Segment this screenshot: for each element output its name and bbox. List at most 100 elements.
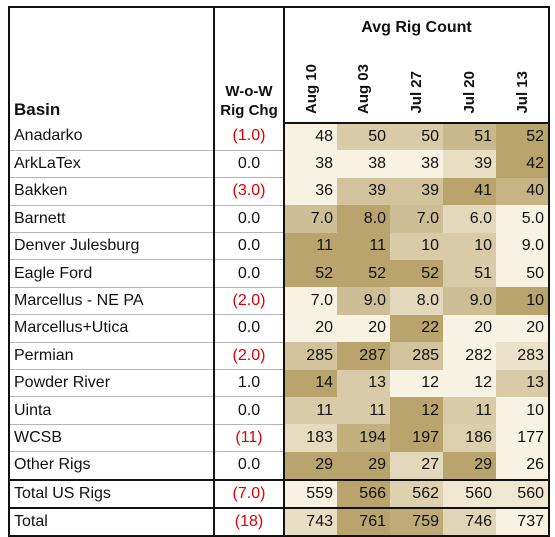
- rig-count-cell: 11: [337, 396, 390, 425]
- rig-count-cell: 40: [496, 177, 550, 206]
- rig-count-cell: 11: [284, 396, 337, 425]
- rig-count-cell: 743: [284, 506, 337, 537]
- rig-count-cell: 52: [284, 259, 337, 288]
- rig-count-cell: 8.0: [390, 287, 443, 315]
- rig-count-cell: 14: [284, 369, 337, 397]
- date-header-label: Aug 10: [302, 63, 320, 114]
- rig-count-cell: 9.0: [443, 287, 496, 315]
- rig-count-cell: 20: [284, 314, 337, 343]
- table-row: Total (18) 743 761 759 746 737: [8, 506, 550, 537]
- wow-change-cell: (18): [214, 506, 285, 537]
- table-body: Anadarko (1.0) 48 50 50 51 52 ArkLaTex 0.0 38 38 38…: [8, 123, 550, 537]
- rig-count-cell: 52: [496, 123, 550, 151]
- rig-count-cell: 5.0: [496, 205, 550, 233]
- rig-count-cell: 560: [496, 478, 550, 508]
- date-header-label: Jul 20: [461, 71, 478, 114]
- basin-cell: WCSB: [8, 424, 215, 453]
- rig-count-cell: 759: [390, 506, 443, 537]
- rig-count-cell: 12: [390, 396, 443, 425]
- rig-count-cell: 29: [284, 451, 337, 480]
- rig-count-cell: 7.0: [390, 205, 443, 233]
- rig-count-cell: 10: [443, 232, 496, 260]
- rig-count-cell: 761: [337, 506, 390, 537]
- basin-header: Basin: [8, 6, 215, 123]
- wow-header-line2: Rig Chg: [220, 102, 278, 119]
- basin-cell: Permian: [8, 342, 215, 371]
- rig-count-cell: 746: [443, 506, 496, 537]
- rig-count-cell: 8.0: [337, 205, 390, 233]
- rig-count-cell: 9.0: [496, 232, 550, 260]
- rig-count-cell: 52: [390, 259, 443, 288]
- table-row: Marcellus+Utica 0.0 20 20 22 20 20: [8, 314, 550, 343]
- table-row: WCSB (11) 183 194 197 186 177: [8, 424, 550, 453]
- rig-count-cell: 177: [496, 424, 550, 452]
- basin-cell: Denver Julesburg: [8, 232, 215, 261]
- rig-count-cell: 283: [496, 342, 550, 370]
- rig-count-cell: 27: [390, 451, 443, 480]
- table-row: Denver Julesburg 0.0 11 11 10 10 9.0: [8, 232, 550, 261]
- wow-change-cell: 0.0: [214, 259, 285, 288]
- wow-change-cell: 0.0: [214, 396, 285, 425]
- rig-count-cell: 20: [496, 314, 550, 343]
- rig-count-cell: 39: [337, 177, 390, 206]
- rig-count-cell: 38: [390, 150, 443, 178]
- rig-count-cell: 560: [443, 478, 496, 508]
- chart-title: Avg Rig Count: [283, 6, 550, 48]
- rig-count-table: Basin W-o-W Rig Chg Avg Rig Count Aug 10…: [8, 6, 550, 537]
- rig-count-cell: 11: [284, 232, 337, 260]
- rig-count-cell: 11: [443, 396, 496, 425]
- basin-cell: Other Rigs: [8, 451, 215, 481]
- basin-cell: Bakken: [8, 177, 215, 206]
- rig-count-cell: 287: [337, 342, 390, 370]
- rig-count-cell: 22: [390, 314, 443, 343]
- rig-count-cell: 50: [390, 123, 443, 151]
- table-row: Bakken (3.0) 36 39 39 41 40: [8, 177, 550, 206]
- table-row: Barnett 0.0 7.0 8.0 7.0 6.0 5.0: [8, 205, 550, 234]
- wow-change-cell: (2.0): [214, 342, 285, 371]
- rig-count-cell: 282: [443, 342, 496, 370]
- rig-count-cell: 41: [443, 177, 496, 206]
- table-row: Eagle Ford 0.0 52 52 52 51 50: [8, 259, 550, 288]
- rig-count-cell: 13: [337, 369, 390, 397]
- table-row: Other Rigs 0.0 29 29 27 29 26: [8, 451, 550, 481]
- rig-count-cell: 42: [496, 150, 550, 178]
- date-header: Jul 27: [390, 48, 443, 124]
- wow-change-cell: 0.0: [214, 314, 285, 343]
- wow-header: W-o-W Rig Chg: [214, 6, 285, 123]
- rig-count-cell: 39: [443, 150, 496, 178]
- basin-cell: Anadarko: [8, 123, 215, 151]
- rig-count-cell: 285: [390, 342, 443, 370]
- rig-count-cell: 12: [390, 369, 443, 397]
- rig-count-cell: 285: [284, 342, 337, 370]
- wow-change-cell: 0.0: [214, 205, 285, 234]
- basin-cell: Uinta: [8, 396, 215, 425]
- rig-count-cell: 197: [390, 424, 443, 452]
- rig-count-cell: 39: [390, 177, 443, 206]
- rig-count-cell: 20: [443, 314, 496, 343]
- basin-cell: Total: [8, 506, 215, 537]
- basin-cell: Eagle Ford: [8, 259, 215, 288]
- wow-change-cell: (2.0): [214, 287, 285, 316]
- rig-count-cell: 562: [390, 478, 443, 508]
- rig-count-cell: 20: [337, 314, 390, 343]
- wow-change-cell: (3.0): [214, 177, 285, 206]
- basin-cell: ArkLaTex: [8, 150, 215, 179]
- basin-cell: Marcellus - NE PA: [8, 287, 215, 316]
- rig-count-cell: 48: [284, 123, 337, 151]
- wow-change-cell: (7.0): [214, 478, 285, 509]
- table-row: Uinta 0.0 11 11 12 11 10: [8, 396, 550, 425]
- table-row: Anadarko (1.0) 48 50 50 51 52: [8, 123, 550, 151]
- rig-count-cell: 737: [496, 506, 550, 537]
- wow-change-cell: (1.0): [214, 123, 285, 151]
- table-row: Marcellus - NE PA (2.0) 7.0 9.0 8.0 9.0 10: [8, 287, 550, 316]
- rig-count-cell: 183: [284, 424, 337, 452]
- rig-count-cell: 51: [443, 123, 496, 151]
- rig-count-cell: 559: [284, 478, 337, 508]
- rig-count-cell: 7.0: [284, 205, 337, 233]
- rig-count-cell: 186: [443, 424, 496, 452]
- table-row: ArkLaTex 0.0 38 38 38 39 42: [8, 150, 550, 179]
- date-header: Aug 10: [284, 48, 337, 124]
- rig-count-cell: 36: [284, 177, 337, 206]
- rig-count-cell: 9.0: [337, 287, 390, 315]
- wow-change-cell: (11): [214, 424, 285, 453]
